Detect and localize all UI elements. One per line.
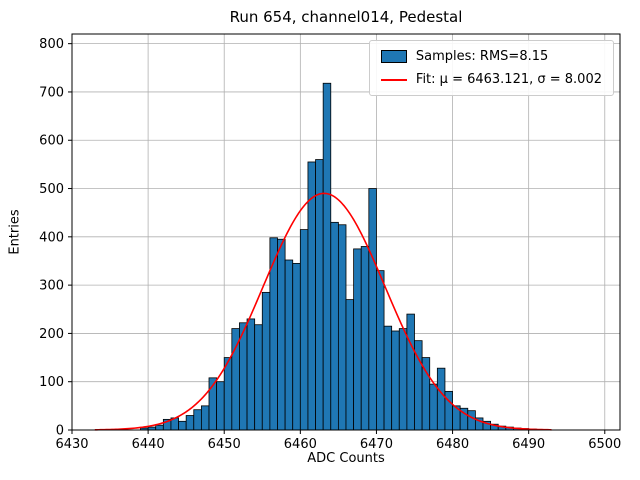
x-tick-label: 6450	[208, 437, 241, 452]
legend-label: Fit: μ = 6463.121, σ = 8.002	[415, 72, 602, 87]
histogram-bar	[292, 262, 301, 431]
x-tick-label: 6500	[588, 437, 621, 452]
y-tick-label: 100	[39, 375, 64, 390]
histogram-bar	[307, 161, 316, 431]
histogram-bar	[223, 357, 233, 431]
histogram-bar	[185, 415, 195, 431]
histogram-bar	[345, 299, 355, 431]
histogram-bar	[391, 330, 400, 431]
histogram-bar	[467, 410, 476, 431]
histogram-bar	[368, 188, 377, 431]
fit-curve	[94, 192, 552, 431]
histogram-bar	[216, 381, 225, 431]
histogram-bar	[277, 238, 286, 431]
histogram-bar	[429, 383, 438, 431]
histogram-bar	[322, 82, 332, 431]
x-tick-label: 6470	[360, 437, 393, 452]
x-tick-label: 6480	[436, 437, 469, 452]
y-tick-label: 800	[39, 37, 64, 52]
y-tick-label: 400	[39, 230, 64, 245]
histogram-bar	[360, 246, 370, 431]
y-tick-label: 300	[39, 279, 64, 294]
legend-label: Samples: RMS=8.15	[415, 49, 549, 64]
histogram-bar	[330, 221, 339, 431]
legend-patch-swatch	[380, 50, 407, 63]
y-tick-label: 0	[56, 424, 64, 439]
x-tick-label: 6430	[55, 437, 88, 452]
histogram-bar	[398, 328, 408, 431]
legend-entry: Samples: RMS=8.15	[380, 49, 602, 64]
y-tick-label: 200	[39, 327, 64, 342]
histogram-bar	[200, 405, 210, 431]
legend: Samples: RMS=8.15 Fit: μ = 6463.121, σ = …	[368, 40, 614, 96]
histogram-bar	[436, 367, 446, 431]
histogram-bar	[246, 318, 256, 431]
legend-entry: Fit: μ = 6463.121, σ = 8.002	[380, 72, 602, 87]
x-tick-label: 6490	[512, 437, 545, 452]
histogram-bar	[284, 259, 294, 431]
axes-frame	[71, 33, 621, 431]
y-tick-label: 500	[39, 182, 64, 197]
histogram-bar	[178, 420, 187, 431]
chart-title: Run 654, channel014, Pedestal	[229, 8, 463, 26]
histogram-bar	[254, 324, 263, 431]
histogram-bar	[337, 224, 347, 431]
histogram-bar	[353, 248, 362, 431]
histogram-bar	[406, 313, 415, 431]
x-axis-label: ADC Counts	[307, 451, 385, 466]
y-axis-label: Entries	[7, 209, 23, 255]
y-tick-label: 700	[39, 85, 64, 100]
legend-line-swatch	[380, 73, 407, 86]
histogram-bar	[383, 325, 393, 431]
histogram-bar	[193, 409, 202, 431]
x-tick-label: 6460	[284, 437, 317, 452]
histogram-bar	[261, 291, 271, 431]
x-tick-label: 6440	[132, 437, 165, 452]
y-tick-label: 600	[39, 134, 64, 149]
histogram-bar	[315, 159, 324, 431]
legend-line-icon	[380, 78, 407, 81]
histogram-bar	[155, 424, 164, 431]
histogram-bar	[376, 270, 385, 431]
histogram-bar	[299, 229, 309, 431]
